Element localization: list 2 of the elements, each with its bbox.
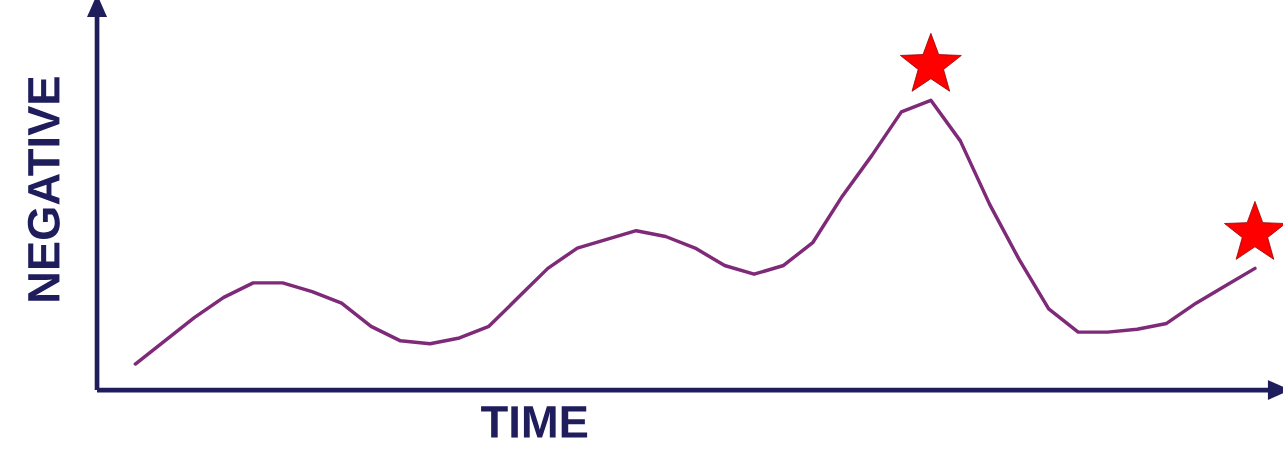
x-axis-title: TIME bbox=[481, 406, 588, 438]
y-axis-title: NEGATIVE bbox=[27, 77, 60, 301]
